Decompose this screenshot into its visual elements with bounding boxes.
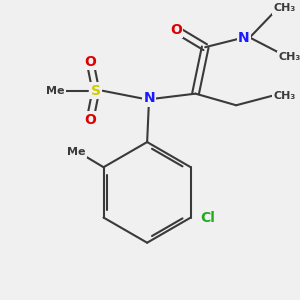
- Text: O: O: [84, 113, 96, 127]
- Text: CH₃: CH₃: [274, 91, 296, 100]
- Text: Me: Me: [46, 86, 64, 96]
- Text: N: N: [238, 31, 250, 44]
- Text: CH₃: CH₃: [274, 4, 296, 14]
- Text: Cl: Cl: [201, 211, 216, 225]
- Text: N: N: [143, 92, 155, 106]
- Text: O: O: [170, 23, 182, 37]
- Text: O: O: [84, 55, 96, 69]
- Text: Me: Me: [67, 147, 86, 157]
- Text: CH₃: CH₃: [278, 52, 300, 62]
- Text: S: S: [91, 84, 101, 98]
